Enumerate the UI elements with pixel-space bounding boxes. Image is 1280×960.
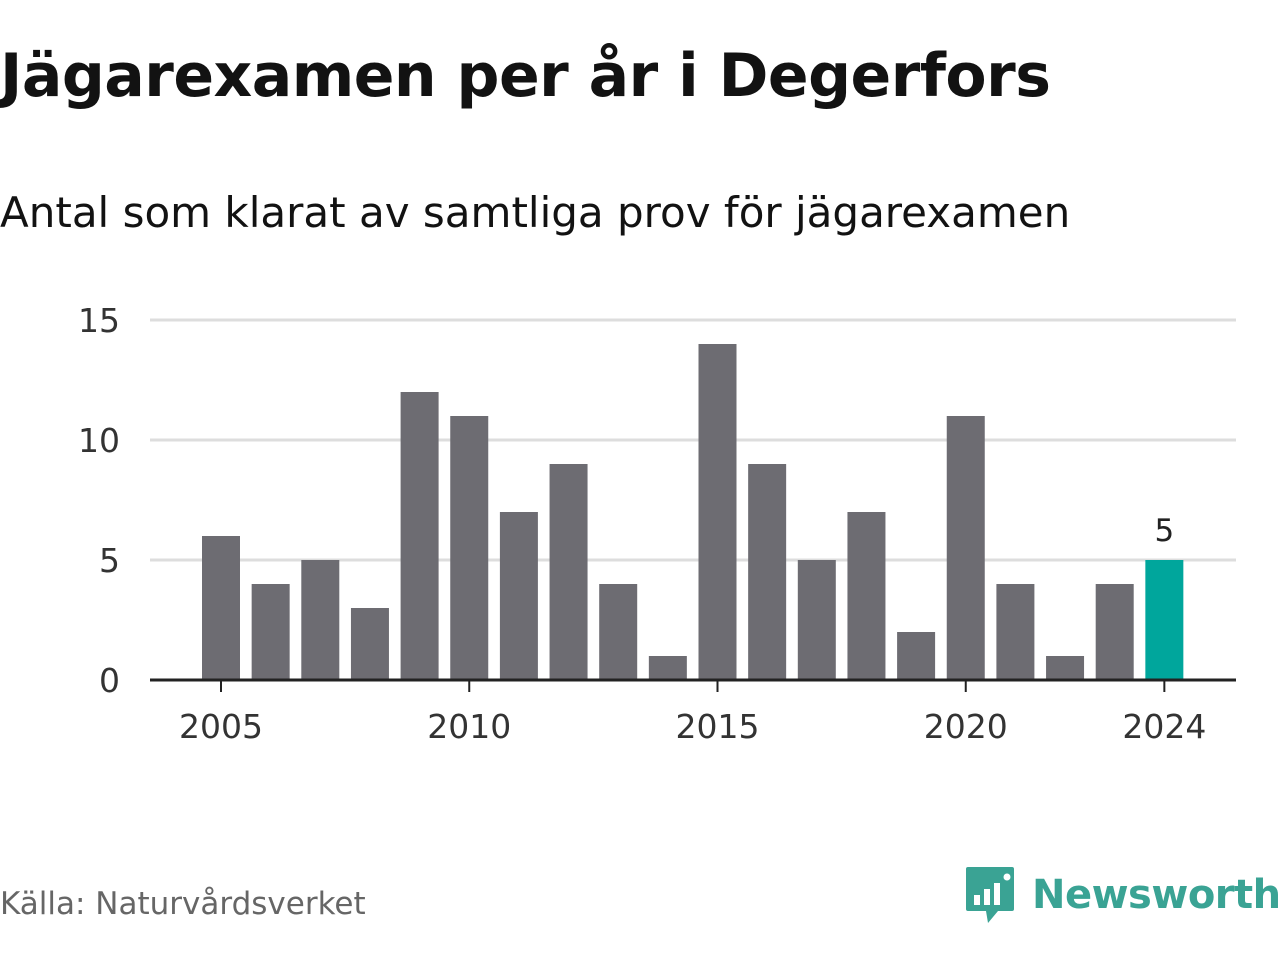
newsworthy-logo-icon: [966, 867, 1014, 923]
y-axis-ticks: 0 5 10 15: [78, 301, 120, 700]
bar-2017: [797, 560, 836, 680]
chart-title: Jägarexamen per år i Degerfors: [0, 41, 1051, 111]
bar-chart: 0 5 10 15 2005 2010 2015 2020 2024 5: [78, 301, 1236, 746]
bar-2006: [251, 584, 290, 680]
bar-2007: [301, 560, 340, 680]
bar-2015: [698, 344, 737, 680]
data-labels: 5: [1154, 513, 1174, 549]
bar-2020: [946, 416, 985, 680]
bar-2022: [1046, 656, 1085, 680]
bars: [202, 344, 1184, 680]
x-tick-label: 2020: [924, 707, 1008, 746]
bar-2012: [549, 464, 588, 680]
x-axis-ticks: 2005 2010 2015 2020 2024: [179, 680, 1206, 746]
gridlines: [150, 318, 1236, 562]
brand-logo: Newsworthy: [964, 864, 1280, 926]
data-label-2024: 5: [1154, 513, 1174, 549]
bar-2021: [996, 584, 1035, 680]
source-note: Källa: Naturvårdsverket: [0, 886, 366, 922]
y-tick-label: 10: [78, 421, 120, 460]
bar-2014: [648, 656, 687, 680]
bar-2018: [847, 512, 886, 680]
y-tick-label: 0: [99, 661, 120, 700]
x-tick-label: 2015: [676, 707, 760, 746]
bar-2010: [450, 416, 489, 680]
x-tick-label: 2010: [427, 707, 511, 746]
bar-2023: [1095, 584, 1134, 680]
y-tick-label: 5: [99, 541, 120, 580]
bar-2024: [1145, 560, 1184, 680]
bar-2009: [400, 392, 439, 680]
bar-2019: [897, 632, 936, 680]
bar-2005: [202, 536, 240, 680]
chart-subtitle: Antal som klarat av samtliga prov för jä…: [0, 188, 1071, 237]
x-tick-label: 2005: [179, 707, 263, 746]
brand-name: Newsworthy: [1032, 872, 1280, 918]
bar-2013: [599, 584, 638, 680]
bar-2011: [499, 512, 538, 680]
y-tick-label: 15: [78, 301, 120, 340]
bar-2016: [748, 464, 787, 680]
bar-2008: [350, 608, 389, 680]
x-tick-label: 2024: [1122, 707, 1206, 746]
